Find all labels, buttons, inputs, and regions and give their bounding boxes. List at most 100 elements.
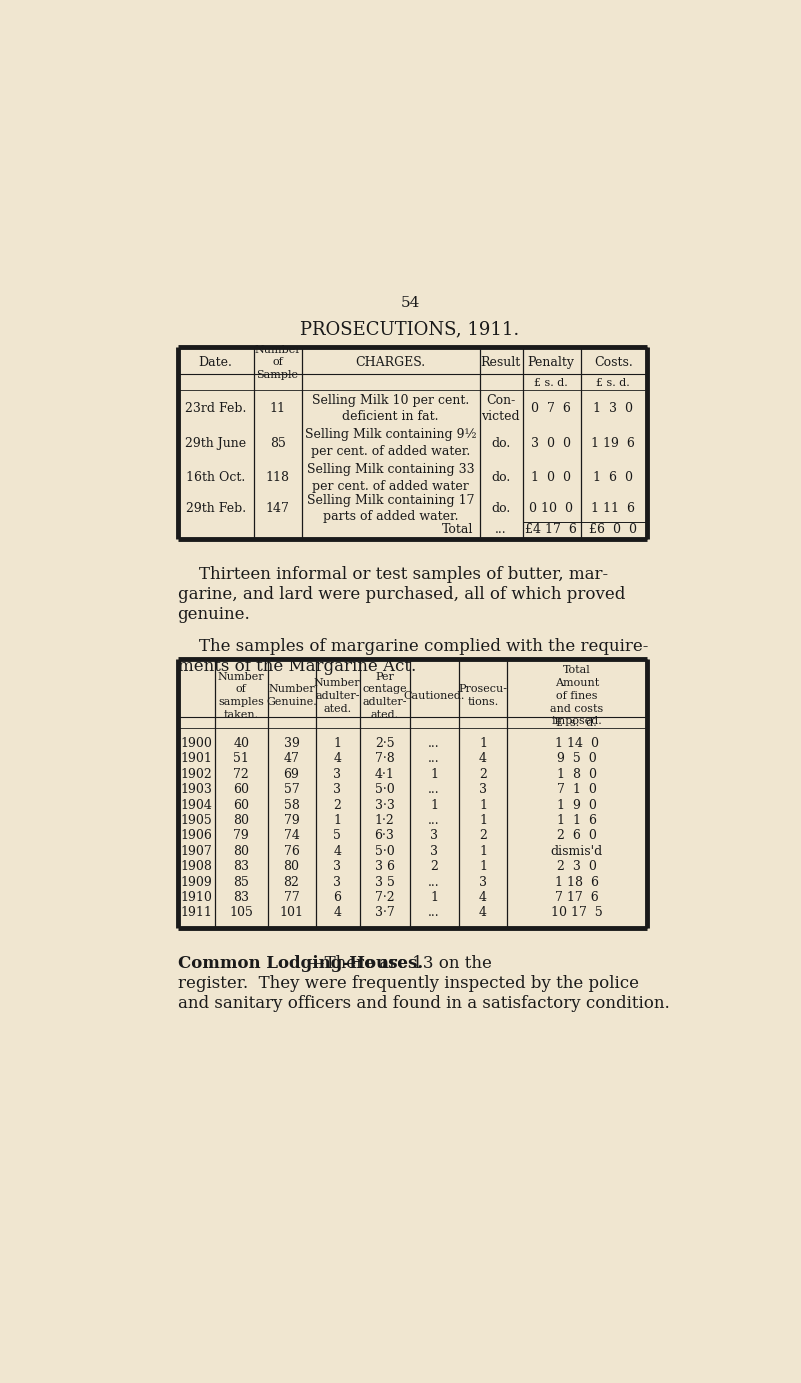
Text: Selling Milk containing 17
parts of added water.: Selling Milk containing 17 parts of adde… <box>307 494 474 523</box>
Text: 1  0  0: 1 0 0 <box>531 472 571 484</box>
Text: 29th June: 29th June <box>185 437 246 449</box>
Text: ...: ... <box>495 523 506 535</box>
Text: 1 19  6: 1 19 6 <box>591 437 635 449</box>
Text: 5·0: 5·0 <box>375 845 394 857</box>
Text: 5: 5 <box>333 830 341 842</box>
Text: 76: 76 <box>284 845 300 857</box>
Text: 1 11  6: 1 11 6 <box>591 502 635 514</box>
Text: 4: 4 <box>479 906 487 920</box>
Text: 3: 3 <box>430 845 438 857</box>
Text: 105: 105 <box>229 906 253 920</box>
Text: 1  3  0: 1 3 0 <box>594 402 633 415</box>
Text: ...: ... <box>429 906 440 920</box>
Text: 7 17  6: 7 17 6 <box>555 891 598 904</box>
Text: 3: 3 <box>479 875 487 888</box>
Text: ...: ... <box>429 752 440 765</box>
Text: 1: 1 <box>479 815 487 827</box>
Text: 3: 3 <box>333 875 341 888</box>
Text: £  s.  d.: £ s. d. <box>557 718 597 727</box>
Text: 1: 1 <box>430 891 438 904</box>
Text: 2: 2 <box>430 860 438 873</box>
Text: 79: 79 <box>284 815 300 827</box>
Text: 2: 2 <box>479 768 487 781</box>
Text: 3·7: 3·7 <box>375 906 394 920</box>
Text: 1: 1 <box>479 845 487 857</box>
Text: 1900: 1900 <box>180 737 212 750</box>
Text: 9  5  0: 9 5 0 <box>557 752 597 765</box>
Text: Total
Amount
of fines
and costs
imposed.: Total Amount of fines and costs imposed. <box>550 665 603 726</box>
Text: 29th Feb.: 29th Feb. <box>186 502 246 514</box>
Text: 57: 57 <box>284 783 300 797</box>
Text: 1: 1 <box>333 737 341 750</box>
Text: 6·3: 6·3 <box>375 830 394 842</box>
Text: 5·0: 5·0 <box>375 783 394 797</box>
Text: 1909: 1909 <box>180 875 212 888</box>
Text: 10 17  5: 10 17 5 <box>551 906 602 920</box>
Text: £ s. d.: £ s. d. <box>596 378 630 389</box>
Text: Cautioned.: Cautioned. <box>404 690 465 701</box>
Text: 80: 80 <box>284 860 300 873</box>
Text: 3: 3 <box>479 783 487 797</box>
Text: Thirteen informal or test samples of butter, mar-: Thirteen informal or test samples of but… <box>178 567 608 584</box>
Text: ...: ... <box>429 875 440 888</box>
Text: Total: Total <box>442 523 473 535</box>
Text: PROSECUTIONS, 1911.: PROSECUTIONS, 1911. <box>300 321 520 339</box>
Text: 3 6: 3 6 <box>375 860 395 873</box>
Text: 7  1  0: 7 1 0 <box>557 783 597 797</box>
Text: 85: 85 <box>270 437 285 449</box>
Text: 3: 3 <box>430 830 438 842</box>
Text: genuine.: genuine. <box>178 606 251 624</box>
Text: £6  0  0: £6 0 0 <box>590 523 637 535</box>
Text: 72: 72 <box>233 768 249 781</box>
Text: 4: 4 <box>479 891 487 904</box>
Text: Date.: Date. <box>199 355 232 369</box>
Text: 2  3  0: 2 3 0 <box>557 860 597 873</box>
Text: 3 5: 3 5 <box>375 875 394 888</box>
Text: 1  8  0: 1 8 0 <box>557 768 597 781</box>
Text: —There are 13 on the: —There are 13 on the <box>308 956 492 972</box>
Text: 77: 77 <box>284 891 300 904</box>
Text: 1: 1 <box>430 768 438 781</box>
Text: Prosecu-
tions.: Prosecu- tions. <box>458 685 508 707</box>
Text: 4: 4 <box>333 845 341 857</box>
Text: 7·8: 7·8 <box>375 752 394 765</box>
Text: 118: 118 <box>266 472 290 484</box>
Text: 2  6  0: 2 6 0 <box>557 830 597 842</box>
Text: 0 10  0: 0 10 0 <box>529 502 574 514</box>
Text: ...: ... <box>429 815 440 827</box>
Text: 2: 2 <box>333 798 341 812</box>
Text: 0  7  6: 0 7 6 <box>531 402 571 415</box>
Text: 1902: 1902 <box>180 768 212 781</box>
Text: Per
centage
adulter-
ated.: Per centage adulter- ated. <box>362 672 407 721</box>
Text: 1911: 1911 <box>180 906 212 920</box>
Text: 1903: 1903 <box>180 783 212 797</box>
Text: 2: 2 <box>479 830 487 842</box>
Text: 1  9  0: 1 9 0 <box>557 798 597 812</box>
Text: Costs.: Costs. <box>594 355 633 369</box>
Text: Selling Milk 10 per cent.
deficient in fat.: Selling Milk 10 per cent. deficient in f… <box>312 394 469 423</box>
Text: Number
of
samples
taken.: Number of samples taken. <box>218 672 264 721</box>
Text: Number
adulter-
ated.: Number adulter- ated. <box>314 678 360 714</box>
Text: 4: 4 <box>479 752 487 765</box>
Text: 58: 58 <box>284 798 300 812</box>
Text: 83: 83 <box>233 860 249 873</box>
Text: 4: 4 <box>333 752 341 765</box>
Text: and sanitary officers and found in a satisfactory condition.: and sanitary officers and found in a sat… <box>178 996 670 1012</box>
Text: 3: 3 <box>333 783 341 797</box>
Text: 3: 3 <box>333 768 341 781</box>
Text: do.: do. <box>491 437 510 449</box>
Text: 101: 101 <box>280 906 304 920</box>
Text: 83: 83 <box>233 891 249 904</box>
Text: 79: 79 <box>233 830 249 842</box>
Text: ...: ... <box>429 783 440 797</box>
Text: CHARGES.: CHARGES. <box>356 355 426 369</box>
Text: 1907: 1907 <box>180 845 212 857</box>
Text: 23rd Feb.: 23rd Feb. <box>185 402 246 415</box>
Text: ments of the Margarine Act.: ments of the Margarine Act. <box>178 658 416 675</box>
Text: 60: 60 <box>233 783 249 797</box>
Text: 54: 54 <box>400 296 420 310</box>
Text: 3·3: 3·3 <box>375 798 394 812</box>
Text: 1904: 1904 <box>180 798 212 812</box>
Text: Penalty: Penalty <box>528 355 574 369</box>
Text: 1908: 1908 <box>180 860 212 873</box>
